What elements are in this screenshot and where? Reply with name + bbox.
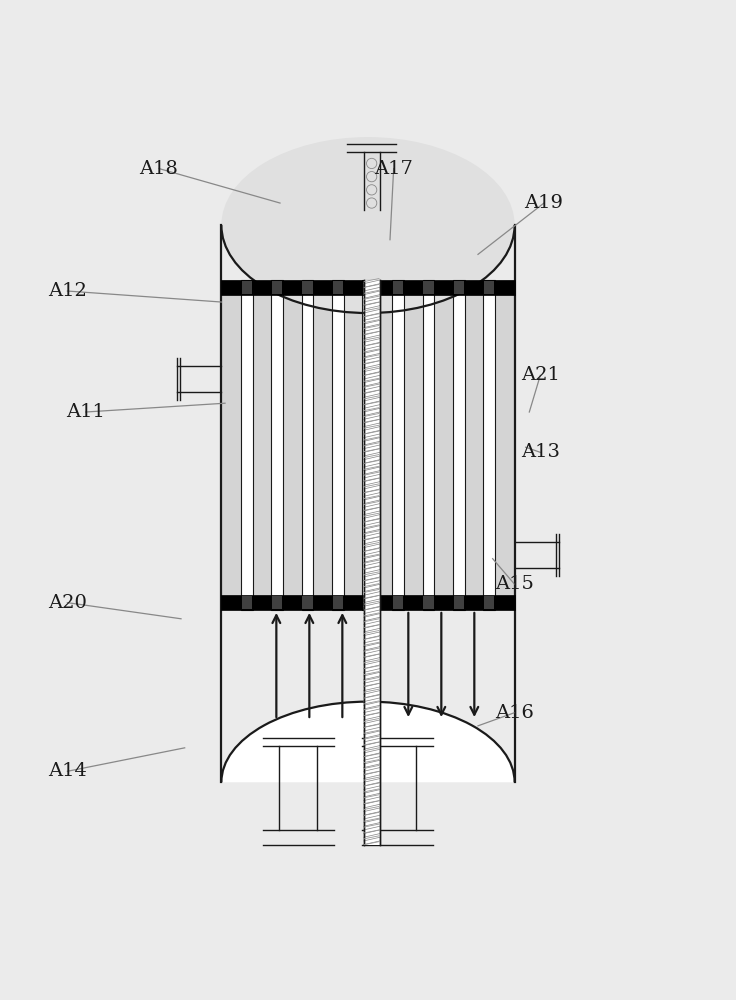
Bar: [483, 280, 495, 610]
Bar: [484, 281, 494, 294]
Bar: [242, 281, 252, 294]
Bar: [392, 280, 404, 610]
Bar: [272, 281, 283, 294]
Text: A12: A12: [48, 282, 87, 300]
Bar: [333, 281, 343, 294]
Bar: [332, 280, 344, 610]
Bar: [363, 281, 373, 294]
Bar: [423, 596, 434, 609]
Text: A16: A16: [495, 704, 534, 722]
Bar: [241, 280, 253, 610]
Bar: [453, 281, 464, 294]
Text: A17: A17: [374, 160, 413, 178]
Bar: [333, 596, 343, 609]
Text: A21: A21: [521, 366, 560, 384]
Bar: [453, 596, 464, 609]
Bar: [423, 281, 434, 294]
Bar: [302, 280, 314, 610]
Bar: [302, 281, 313, 294]
Bar: [422, 280, 434, 610]
Bar: [272, 280, 283, 610]
Text: A18: A18: [140, 160, 178, 178]
Text: A19: A19: [525, 194, 564, 212]
Bar: [364, 280, 380, 845]
Ellipse shape: [222, 137, 514, 313]
Bar: [222, 280, 514, 610]
Bar: [362, 280, 374, 610]
Text: A14: A14: [48, 762, 87, 780]
Bar: [363, 596, 373, 609]
Bar: [393, 281, 403, 294]
Bar: [222, 595, 514, 610]
Bar: [272, 596, 283, 609]
Bar: [484, 596, 494, 609]
Bar: [222, 280, 514, 295]
Text: A15: A15: [495, 575, 534, 593]
Bar: [302, 596, 313, 609]
Bar: [453, 280, 464, 610]
Text: A13: A13: [521, 443, 560, 461]
Bar: [242, 596, 252, 609]
Polygon shape: [222, 225, 514, 782]
Text: A11: A11: [66, 403, 105, 421]
Text: A20: A20: [48, 594, 87, 612]
Bar: [393, 596, 403, 609]
